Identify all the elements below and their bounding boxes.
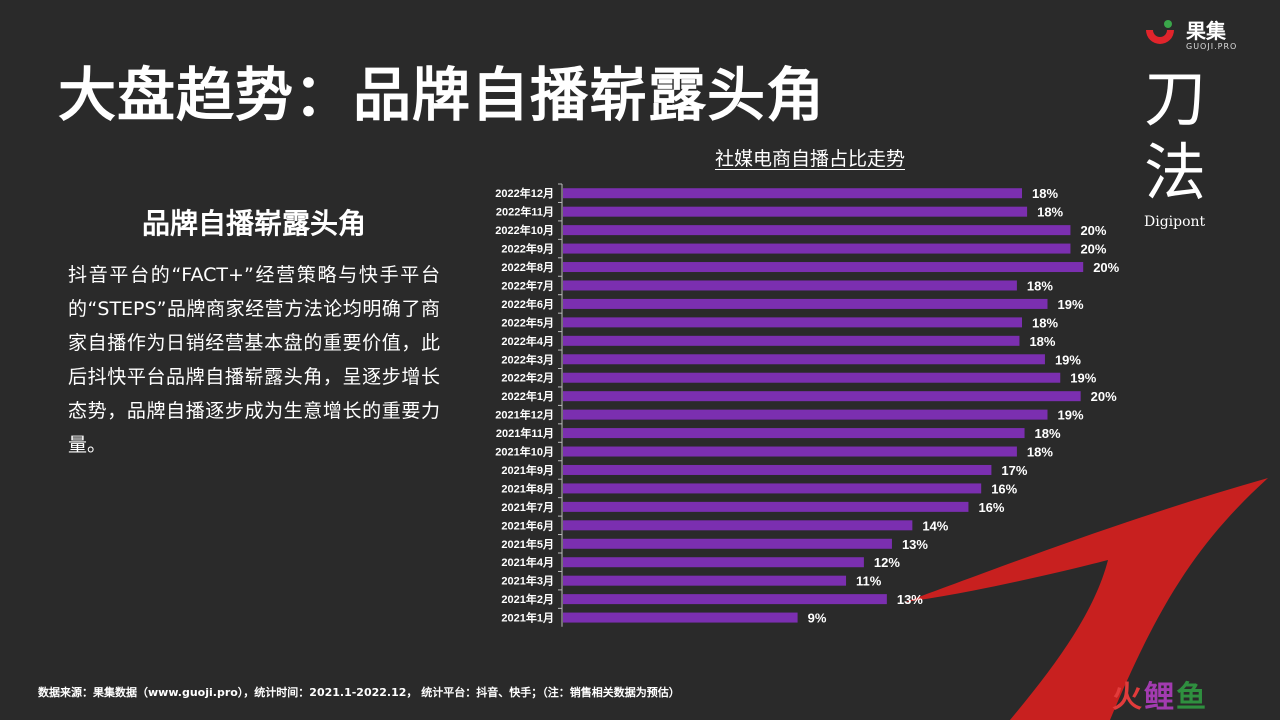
category-label: 2021年5月 bbox=[501, 537, 554, 551]
category-label: 2022年10月 bbox=[495, 223, 554, 237]
data-label: 17% bbox=[1001, 463, 1027, 478]
category-label: 2021年10月 bbox=[495, 445, 554, 459]
category-label: 2022年7月 bbox=[501, 278, 554, 292]
bar bbox=[563, 575, 847, 586]
data-label: 14% bbox=[922, 518, 948, 533]
footer-source: 数据来源：果集数据（www.guoji.pro），统计时间：2021.1-202… bbox=[38, 686, 680, 699]
logo-sub: GUOJI.PRO bbox=[1186, 42, 1238, 51]
data-label: 11% bbox=[856, 574, 882, 589]
bar bbox=[563, 520, 913, 531]
data-label: 12% bbox=[874, 555, 900, 570]
category-label: 2021年1月 bbox=[501, 611, 554, 625]
bar bbox=[563, 206, 1028, 217]
category-label: 2022年9月 bbox=[501, 242, 554, 256]
data-label: 18% bbox=[1037, 205, 1063, 220]
data-label: 20% bbox=[1080, 242, 1106, 257]
data-label: 18% bbox=[1032, 186, 1058, 201]
chart-title: 社媒电商自播占比走势 bbox=[714, 148, 905, 170]
watermark-char-1: 火 bbox=[1112, 680, 1144, 715]
category-label: 2021年2月 bbox=[501, 592, 554, 606]
category-label: 2022年3月 bbox=[501, 352, 554, 366]
category-label: 2022年2月 bbox=[501, 371, 554, 385]
data-label: 13% bbox=[902, 537, 928, 552]
section-heading: 品牌自播崭露头角 bbox=[141, 207, 366, 240]
guoji-logo: 果集 GUOJI.PRO bbox=[1140, 16, 1237, 56]
category-label: 2022年8月 bbox=[501, 260, 554, 274]
category-label: 2021年9月 bbox=[501, 463, 554, 477]
bar bbox=[563, 428, 1025, 439]
bar bbox=[563, 501, 969, 512]
data-label: 18% bbox=[1027, 278, 1053, 293]
category-label: 2021年12月 bbox=[495, 408, 554, 422]
bar bbox=[563, 483, 982, 494]
category-label: 2022年5月 bbox=[501, 315, 554, 329]
section-body: 抖音平台的“FACT+”经营策略与快手平台的“STEPS”品牌商家经营方法论均明… bbox=[68, 264, 440, 456]
data-label: 16% bbox=[978, 500, 1004, 515]
arrow-shape bbox=[905, 478, 1268, 720]
data-label: 18% bbox=[1035, 426, 1061, 441]
data-label: 18% bbox=[1029, 334, 1055, 349]
data-label: 20% bbox=[1091, 389, 1117, 404]
category-label: 2022年6月 bbox=[501, 297, 554, 311]
category-label: 2021年7月 bbox=[501, 500, 554, 514]
bar bbox=[563, 280, 1017, 291]
bar bbox=[563, 335, 1020, 346]
data-label: 20% bbox=[1080, 223, 1106, 238]
watermark-char-3: 鱼 bbox=[1176, 680, 1208, 715]
side-brand: 刀 法 bbox=[1140, 62, 1210, 210]
category-label: 2021年11月 bbox=[496, 426, 554, 440]
data-label: 16% bbox=[991, 481, 1017, 496]
bar bbox=[563, 409, 1048, 420]
bar bbox=[563, 612, 798, 623]
bar bbox=[563, 225, 1071, 236]
logo-name: 果集 bbox=[1186, 19, 1226, 43]
data-label: 19% bbox=[1058, 297, 1084, 312]
bar bbox=[563, 464, 992, 475]
page-title: 大盘趋势：品牌自播崭露头角 bbox=[58, 61, 826, 129]
guoji-logo-icon bbox=[1146, 20, 1174, 44]
data-label: 20% bbox=[1093, 260, 1119, 275]
bar bbox=[563, 354, 1045, 365]
category-label: 2021年6月 bbox=[501, 518, 554, 532]
bar bbox=[563, 298, 1048, 309]
bar bbox=[563, 262, 1084, 273]
bar bbox=[563, 188, 1022, 199]
category-label: 2021年4月 bbox=[501, 555, 554, 569]
side-brand-latin: Digipont bbox=[1144, 214, 1206, 230]
bar bbox=[563, 538, 892, 549]
bar bbox=[563, 391, 1081, 402]
category-label: 2022年4月 bbox=[501, 334, 554, 348]
data-label: 19% bbox=[1070, 371, 1096, 386]
side-brand-line2: 法 bbox=[1143, 136, 1206, 209]
category-label: 2022年1月 bbox=[501, 389, 554, 403]
data-label: 19% bbox=[1058, 408, 1084, 423]
bar bbox=[563, 243, 1071, 254]
side-brand-line1: 刀 bbox=[1143, 62, 1206, 135]
bar bbox=[563, 594, 887, 605]
data-label: 18% bbox=[1032, 315, 1058, 330]
bar bbox=[563, 372, 1061, 383]
bar bbox=[563, 557, 864, 568]
watermark-char-2: 鲤 bbox=[1144, 680, 1176, 715]
data-label: 18% bbox=[1027, 445, 1053, 460]
data-label: 19% bbox=[1055, 352, 1081, 367]
bar bbox=[563, 317, 1022, 328]
data-label: 13% bbox=[897, 592, 923, 607]
bar bbox=[563, 446, 1017, 457]
category-label: 2022年12月 bbox=[495, 186, 554, 200]
data-label: 9% bbox=[808, 611, 827, 626]
category-label: 2021年8月 bbox=[501, 481, 554, 495]
category-label: 2021年3月 bbox=[501, 574, 554, 588]
watermark: 火 鲤 鱼 bbox=[1112, 672, 1208, 716]
category-label: 2022年11月 bbox=[496, 205, 554, 219]
